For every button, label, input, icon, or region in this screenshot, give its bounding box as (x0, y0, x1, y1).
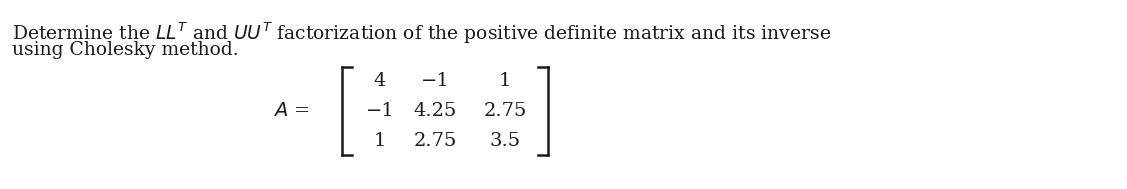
Text: 4: 4 (374, 72, 387, 90)
Text: 4.25: 4.25 (414, 102, 456, 120)
Text: −1: −1 (420, 72, 450, 90)
Text: 3.5: 3.5 (489, 132, 521, 150)
Text: 2.75: 2.75 (483, 102, 526, 120)
Text: Determine the $LL^T$ and $UU^T$ factorization of the positive definite matrix an: Determine the $LL^T$ and $UU^T$ factoriz… (12, 21, 832, 46)
Text: using Cholesky method.: using Cholesky method. (12, 41, 239, 59)
Text: 1: 1 (374, 132, 387, 150)
Text: $A$ =: $A$ = (273, 102, 310, 120)
Text: −1: −1 (365, 102, 394, 120)
Text: 1: 1 (499, 72, 512, 90)
Text: 2.75: 2.75 (414, 132, 456, 150)
